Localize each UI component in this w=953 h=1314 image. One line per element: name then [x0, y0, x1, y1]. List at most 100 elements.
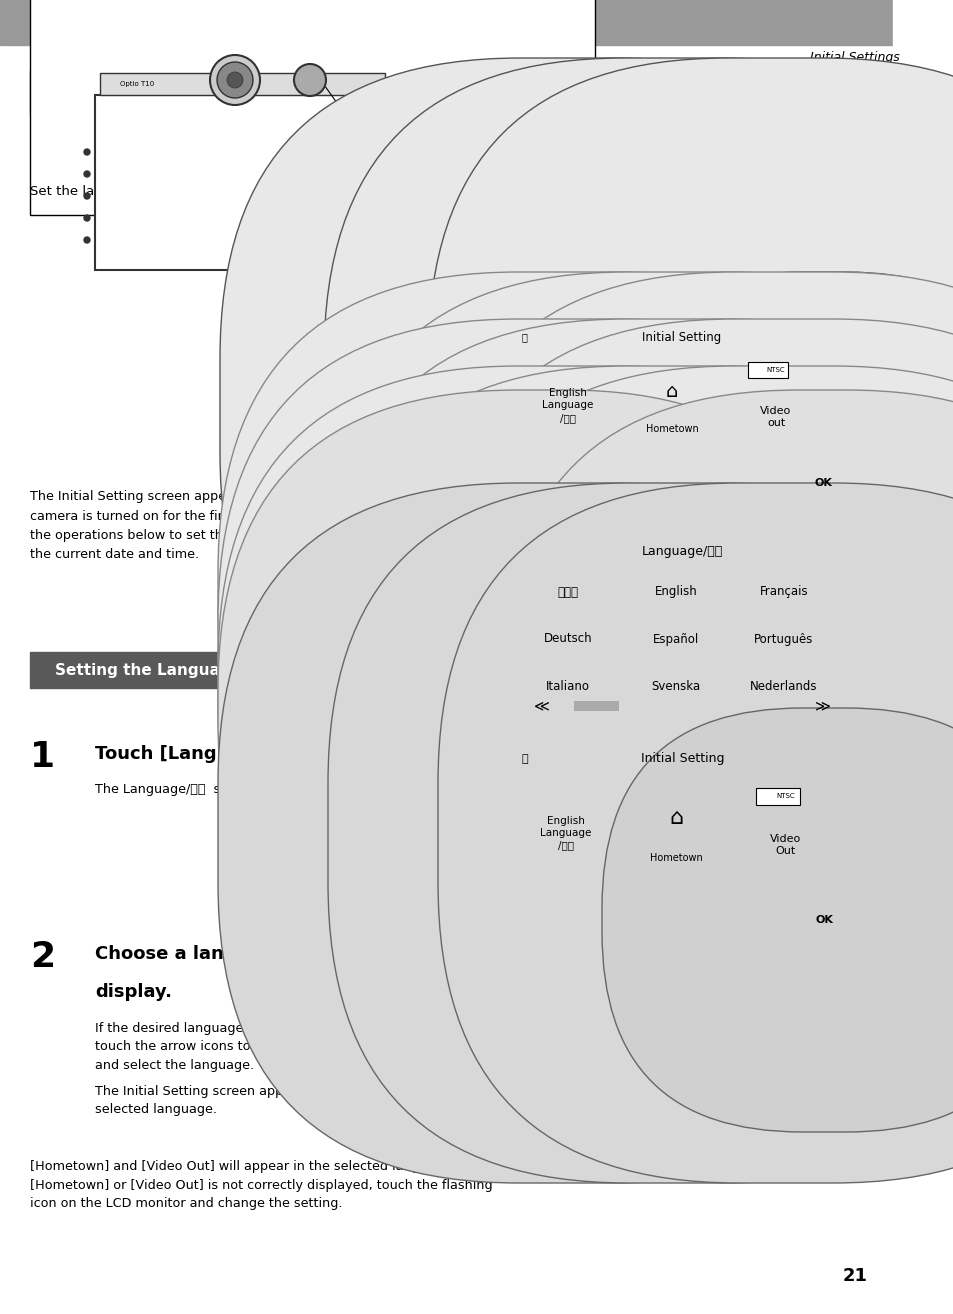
Text: Hometown: Hometown: [649, 853, 701, 863]
Bar: [892, 0, 953, 1314]
Circle shape: [411, 218, 416, 222]
Bar: [30, 70, 884, 116]
Text: OK: OK: [815, 915, 833, 925]
Circle shape: [399, 188, 404, 192]
Bar: [512, 325, 851, 501]
Text: English
Language
/言語: English Language /言語: [539, 816, 591, 850]
Text: button: button: [470, 432, 525, 448]
Text: ⌂: ⌂: [668, 808, 682, 828]
Text: NTSC: NTSC: [776, 794, 795, 799]
Text: Nederlands: Nederlands: [749, 679, 817, 692]
Text: ≫: ≫: [814, 699, 830, 714]
Text: display.: display.: [95, 983, 172, 1001]
Text: Deutsch: Deutsch: [543, 632, 592, 645]
Text: English
Language
/言語: English Language /言語: [541, 388, 593, 423]
Bar: [30, 652, 884, 689]
Circle shape: [411, 202, 416, 208]
Text: [Hometown] and [Video Out] will appear in the selected language. If
[Hometown] o: [Hometown] and [Video Out] will appear i…: [30, 1160, 492, 1210]
Text: ▶: ▶: [414, 120, 421, 130]
Bar: [747, 361, 787, 378]
Text: Video
out: Video out: [760, 406, 791, 427]
Text: ≪: ≪: [534, 699, 550, 714]
Text: The Initial Setting screen appears when the
camera is turned on for the first ti: The Initial Setting screen appears when …: [30, 490, 325, 561]
FancyBboxPatch shape: [437, 484, 953, 1183]
FancyBboxPatch shape: [218, 484, 913, 1183]
Text: The Initial Setting screen appears in the
selected language.: The Initial Setting screen appears in th…: [95, 1085, 352, 1117]
Circle shape: [423, 188, 428, 192]
Circle shape: [411, 172, 416, 177]
Circle shape: [399, 202, 404, 208]
Bar: [510, 745, 854, 773]
Text: Italiano: Italiano: [545, 679, 589, 692]
Text: Português: Português: [754, 632, 813, 645]
Bar: [574, 700, 618, 711]
Circle shape: [399, 172, 404, 177]
Bar: [510, 540, 854, 731]
FancyBboxPatch shape: [328, 484, 953, 1183]
Circle shape: [411, 188, 416, 192]
FancyBboxPatch shape: [498, 390, 953, 1022]
Text: Set the language, time, and date before using the camera for the first time.: Set the language, time, and date before …: [30, 185, 537, 198]
FancyBboxPatch shape: [218, 367, 917, 1007]
Text: 1: 1: [30, 740, 55, 774]
Bar: [100, 74, 385, 95]
Text: Español: Español: [652, 632, 699, 645]
Text: 21: 21: [841, 1267, 866, 1285]
Text: 🔒: 🔒: [521, 754, 528, 763]
FancyBboxPatch shape: [601, 708, 953, 1131]
Text: Svenska: Svenska: [651, 679, 700, 692]
FancyBboxPatch shape: [326, 272, 953, 912]
FancyBboxPatch shape: [326, 367, 953, 1007]
Text: Initial Settings: Initial Settings: [55, 83, 229, 102]
Text: Getting Started: Getting Started: [915, 646, 929, 754]
Circle shape: [423, 233, 428, 238]
Text: OK: OK: [814, 478, 832, 487]
Circle shape: [210, 55, 260, 105]
Bar: [30, 0, 595, 215]
Text: 2: 2: [30, 940, 55, 974]
Bar: [755, 788, 800, 805]
FancyBboxPatch shape: [218, 390, 865, 1022]
FancyBboxPatch shape: [434, 272, 953, 912]
Text: Choose a language from the screen: Choose a language from the screen: [95, 945, 454, 963]
Bar: [390, 95, 450, 269]
FancyBboxPatch shape: [326, 319, 953, 959]
Circle shape: [84, 237, 90, 243]
FancyBboxPatch shape: [218, 319, 917, 959]
Text: Language/言語: Language/言語: [641, 545, 722, 558]
Circle shape: [399, 233, 404, 238]
Text: 日本語: 日本語: [557, 586, 578, 598]
Circle shape: [227, 72, 243, 88]
FancyBboxPatch shape: [220, 58, 915, 753]
FancyBboxPatch shape: [434, 367, 953, 1007]
Text: Initial Settings: Initial Settings: [809, 51, 899, 64]
Circle shape: [84, 171, 90, 177]
Text: Video
Out: Video Out: [770, 834, 801, 855]
Circle shape: [216, 62, 253, 99]
FancyBboxPatch shape: [434, 319, 953, 959]
Text: Touch [Language/言語 ].: Touch [Language/言語 ].: [95, 745, 315, 763]
Text: Hometown: Hometown: [645, 424, 698, 434]
Text: Power switch: Power switch: [444, 242, 526, 255]
FancyBboxPatch shape: [218, 272, 917, 912]
Text: Français: Français: [759, 586, 807, 598]
Text: The Language/言語  screen appears.: The Language/言語 screen appears.: [95, 783, 315, 796]
Circle shape: [423, 202, 428, 208]
Text: NTSC: NTSC: [766, 367, 784, 373]
Text: Initial Setting: Initial Setting: [641, 331, 720, 344]
Circle shape: [84, 193, 90, 198]
Text: ⌂: ⌂: [665, 382, 678, 401]
Bar: [0, 0, 953, 45]
FancyBboxPatch shape: [428, 58, 953, 753]
Circle shape: [84, 215, 90, 221]
Bar: [396, 234, 438, 261]
Text: 🔒: 🔒: [520, 332, 526, 343]
FancyBboxPatch shape: [600, 272, 953, 694]
Circle shape: [411, 233, 416, 238]
Bar: [512, 325, 851, 350]
Bar: [892, 110, 953, 175]
Bar: [572, 699, 792, 714]
FancyBboxPatch shape: [324, 58, 953, 753]
Text: English: English: [654, 586, 697, 598]
Text: If the desired language does not appear,
touch the arrow icons to advance the sc: If the desired language does not appear,…: [95, 1022, 380, 1072]
